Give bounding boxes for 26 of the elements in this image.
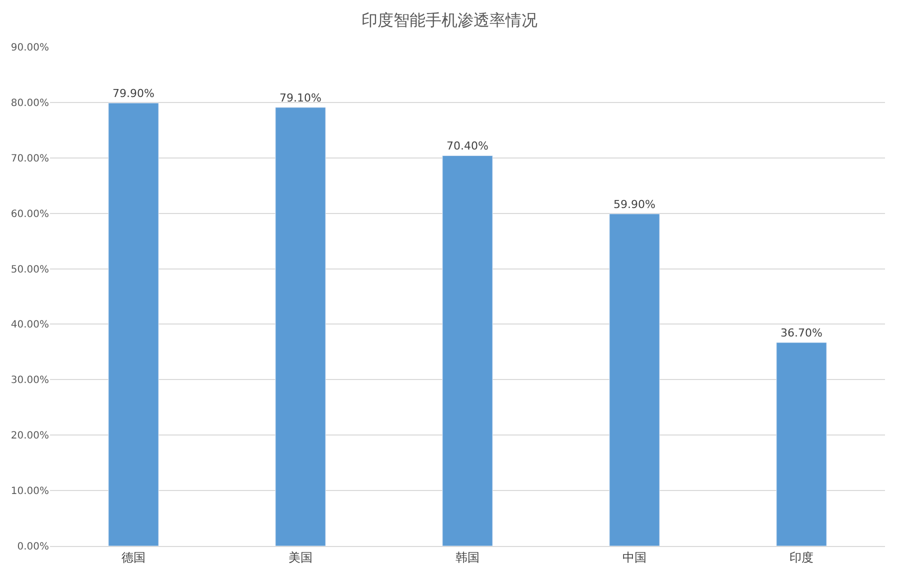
y-tick-label: 20.00% xyxy=(10,430,49,442)
bar xyxy=(776,342,827,546)
x-tick-label: 美国 xyxy=(288,550,312,564)
data-label: 70.40% xyxy=(446,140,488,153)
y-tick-label: 40.00% xyxy=(10,320,49,331)
x-tick-label: 德国 xyxy=(122,550,146,564)
x-tick-label: 中国 xyxy=(622,550,646,564)
data-label: 79.10% xyxy=(280,91,322,104)
bar xyxy=(442,155,493,546)
y-tick-label: 0.00% xyxy=(17,542,49,552)
y-tick-label: 50.00% xyxy=(10,264,49,276)
y-tick-label: 80.00% xyxy=(10,98,49,109)
x-tick-label: 韩国 xyxy=(456,550,480,564)
y-tick-label: 90.00% xyxy=(10,42,49,54)
bar xyxy=(275,107,326,546)
y-tick-label: 30.00% xyxy=(10,375,49,386)
y-tick-label: 70.00% xyxy=(10,153,49,164)
chart-title: 印度智能手机渗透率情况 xyxy=(362,10,538,30)
y-tick-label: 60.00% xyxy=(10,208,49,220)
data-label: 36.70% xyxy=(780,326,822,340)
y-tick-label: 10.00% xyxy=(10,486,49,498)
data-label: 59.90% xyxy=(614,198,656,211)
data-label: 79.90% xyxy=(112,87,154,100)
x-tick-label: 印度 xyxy=(790,550,814,564)
bar xyxy=(108,102,159,546)
bar xyxy=(609,214,660,546)
